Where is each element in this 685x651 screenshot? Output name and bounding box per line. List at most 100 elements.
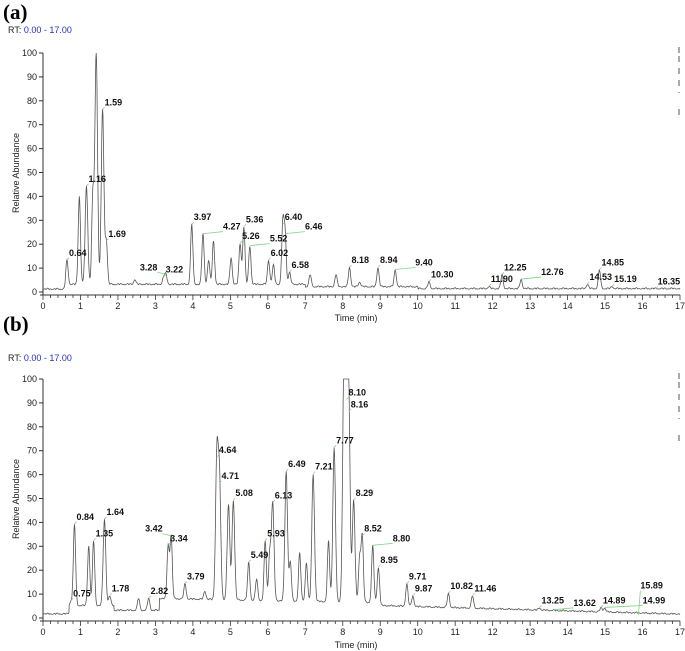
x-tick-label: 3	[153, 627, 158, 637]
peak-label: 0.84	[76, 512, 94, 522]
peak-leader-line	[184, 581, 188, 584]
peak-leader-line	[289, 269, 292, 273]
panel-label: (a)	[3, 0, 28, 24]
peak-leader-line	[191, 221, 195, 225]
y-tick-label: 80	[27, 422, 37, 432]
peak-leader-line	[163, 274, 166, 277]
peak-label: 8.94	[380, 255, 398, 265]
y-tick-label: 40	[27, 191, 37, 201]
y-tick-label: 20	[27, 565, 37, 575]
peak-leader-line	[377, 264, 381, 268]
peak-label: 3.28	[140, 262, 158, 272]
x-tick-label: 11	[451, 301, 460, 311]
peak-leader-line	[587, 281, 590, 285]
peak-leader-line	[249, 243, 270, 246]
peak-label: 8.95	[380, 555, 398, 565]
peak-label: 6.46	[305, 222, 323, 232]
y-tick-label: 10	[27, 589, 37, 599]
peak-label: 5.36	[246, 214, 264, 224]
peak-label: 7.21	[315, 462, 333, 472]
peak-label: 8.10	[349, 388, 367, 398]
peak-label: 1.78	[112, 583, 130, 593]
rt-range-label: RT: 0.00 - 17.00	[8, 353, 72, 363]
rt-prefix: RT:	[8, 25, 21, 35]
peak-leader-line	[372, 542, 393, 546]
x-tick-label: 10	[413, 301, 423, 311]
x-tick-label: 5	[228, 627, 233, 637]
y-tick-label: 30	[27, 215, 37, 225]
peak-label: 12.25	[504, 262, 527, 272]
x-tick-label: 7	[303, 627, 308, 637]
peak-label: 5.52	[270, 234, 288, 244]
peak-label: 9.87	[415, 583, 433, 593]
peak-leader-line	[349, 264, 352, 268]
x-tick-label: 17	[675, 301, 685, 311]
x-tick-label: 15	[600, 301, 610, 311]
x-tick-label: 2	[115, 301, 120, 311]
peak-leader-line	[162, 533, 172, 537]
panel-a: (a) RT: 0.00 - 17.00 Relative Abundance …	[3, 0, 685, 323]
x-tick-label: 6	[265, 301, 270, 311]
peak-leader-line	[412, 593, 416, 596]
peak-label: 4.71	[221, 471, 239, 481]
peak-leader-line	[655, 286, 658, 289]
peak-leader-line	[86, 183, 89, 187]
peak-leader-line	[501, 271, 505, 275]
x-tick-label: 14	[563, 301, 573, 311]
peak-leader-line	[167, 543, 171, 546]
peak-label: 1.35	[96, 529, 114, 539]
peak-leader-line	[406, 581, 410, 584]
peak-leader-line	[102, 107, 105, 110]
peak-leader-line	[428, 279, 432, 282]
y-tick-label: 40	[27, 517, 37, 527]
x-axis-label: Time (min)	[335, 640, 378, 650]
peak-label: 5.26	[242, 231, 260, 241]
peak-label: 9.71	[409, 572, 427, 582]
peak-label: 14.53	[589, 272, 612, 282]
x-tick-label: 14	[563, 627, 573, 637]
peak-leader-line	[600, 605, 604, 608]
peak-leader-line	[74, 521, 77, 525]
x-tick-label: 4	[190, 627, 195, 637]
peak-label: 8.16	[351, 399, 369, 409]
peak-leader-line	[70, 597, 74, 601]
y-tick-label: 0	[32, 613, 37, 623]
peak-leader-line	[346, 397, 349, 400]
peak-leader-line	[66, 257, 70, 261]
rt-range-label: RT: 0.00 - 17.00	[8, 25, 72, 35]
peak-label: 14.99	[643, 595, 666, 605]
x-tick-label: 8	[340, 301, 345, 311]
peak-label: 6.40	[285, 212, 303, 222]
x-tick-label: 17	[675, 627, 685, 637]
x-tick-label: 0	[40, 627, 45, 637]
y-tick-label: 0	[32, 287, 37, 297]
peak-label: 11.90	[491, 274, 513, 284]
rt-prefix: RT:	[8, 353, 21, 363]
x-tick-label: 9	[378, 301, 383, 311]
peak-leader-line	[448, 590, 451, 594]
x-tick-label: 12	[488, 627, 498, 637]
peak-leader-line	[109, 593, 112, 596]
peak-label: 0.75	[73, 588, 91, 598]
x-tick-label: 1	[78, 301, 83, 311]
chromatogram-trace	[42, 378, 681, 616]
peak-label: 3.79	[187, 572, 205, 582]
x-tick-label: 1	[78, 627, 83, 637]
peak-leader-line	[333, 445, 337, 448]
peak-label: 1.16	[88, 174, 106, 184]
chromatogram-trace	[42, 52, 681, 291]
peak-label: 11.46	[474, 583, 496, 593]
y-tick-label: 70	[27, 446, 37, 456]
peak-label: 13.25	[541, 595, 564, 605]
peak-label: 3.97	[194, 212, 212, 222]
x-tick-label: 5	[228, 301, 233, 311]
peak-label: 15.89	[640, 581, 663, 591]
y-tick-label: 90	[27, 398, 37, 408]
x-tick-label: 13	[525, 301, 535, 311]
peak-leader-line	[216, 454, 220, 458]
x-tick-label: 13	[525, 627, 535, 637]
y-tick-label: 50	[27, 494, 37, 504]
peak-label: 3.34	[170, 533, 188, 543]
peak-leader-line	[272, 499, 275, 503]
